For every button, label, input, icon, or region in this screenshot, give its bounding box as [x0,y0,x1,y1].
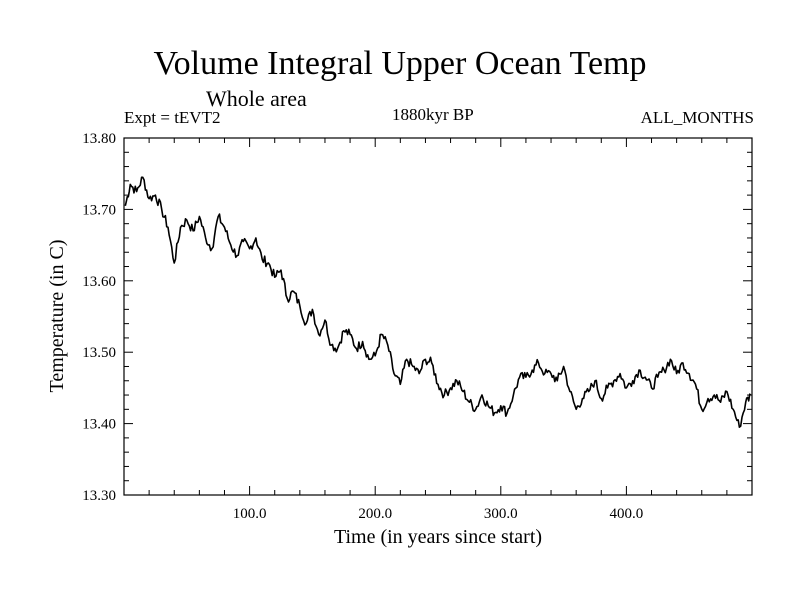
y-tick-label: 13.60 [82,274,116,290]
x-tick-label: 400.0 [610,506,644,522]
x-tick-label: 200.0 [358,506,392,522]
y-tick-label: 13.70 [82,202,116,218]
experiment-label: Expt = tEVT2 [124,108,221,127]
series-line [124,176,752,428]
y-tick-label: 13.30 [82,488,116,504]
y-tick-label: 13.80 [82,131,116,147]
chart-title: Volume Integral Upper Ocean Temp [153,45,647,82]
y-tick-label: 13.50 [82,345,116,361]
y-axis-label: Temperature (in C) [46,240,68,393]
x-tick-label: 300.0 [484,506,518,522]
x-axis-label: Time (in years since start) [334,526,542,548]
x-tick-label: 100.0 [233,506,267,522]
y-tick-label: 13.40 [82,417,116,433]
months-label: ALL_MONTHS [640,108,754,127]
period-label: 1880kyr BP [392,105,474,124]
chart-subtitle: Whole area [206,86,307,111]
plot-frame [123,137,753,496]
